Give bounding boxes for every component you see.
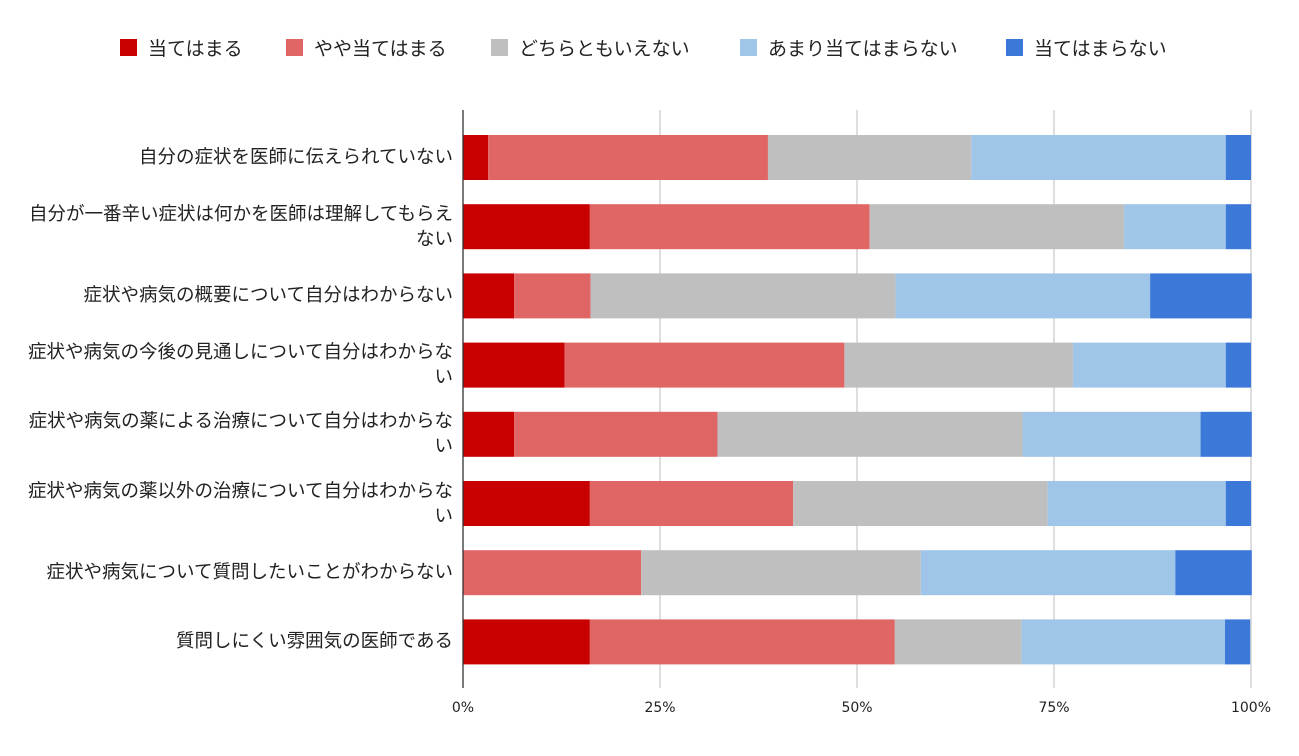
legend-item[interactable]: やや当てはまる xyxy=(286,30,447,64)
bar-segment[interactable] xyxy=(894,619,1022,665)
legend-swatch xyxy=(120,38,137,56)
bar-segment[interactable] xyxy=(1225,135,1251,180)
category-label: 質問しにくい雰囲気の医師である xyxy=(176,631,453,653)
bar-segment[interactable] xyxy=(1072,342,1226,388)
category-label: 症状や病気の概要について自分はわからない xyxy=(83,285,453,307)
bar-segment[interactable] xyxy=(793,481,1048,526)
bar-segment[interactable] xyxy=(920,550,1176,596)
x-tick-label: 75% xyxy=(1038,700,1070,716)
legend-item[interactable]: どちらともいえない xyxy=(491,30,690,64)
bar-segment[interactable] xyxy=(463,411,515,457)
bar-segment[interactable] xyxy=(514,273,591,319)
legend-label: どちらともいえない xyxy=(519,37,690,60)
bar-segment[interactable] xyxy=(1200,411,1252,457)
bar-segment[interactable] xyxy=(463,481,590,526)
bar-segment[interactable] xyxy=(1224,619,1251,665)
bar-segment[interactable] xyxy=(463,204,590,250)
category-label: 症状や病気について質問したいことがわからない xyxy=(46,562,453,584)
bar-segment[interactable] xyxy=(1021,619,1225,665)
bar-segment[interactable] xyxy=(564,342,845,388)
bar-segment[interactable] xyxy=(590,273,896,319)
bar-segment[interactable] xyxy=(589,619,895,665)
bar-segment[interactable] xyxy=(1225,342,1251,388)
legend-swatch xyxy=(491,38,508,56)
legend: 当てはまる やや当てはまる どちらともいえない あまり当てはまらない 当てはまら… xyxy=(0,30,1299,64)
bar-segment[interactable] xyxy=(514,411,718,457)
legend-swatch xyxy=(286,38,303,56)
legend-swatch xyxy=(1006,38,1023,56)
bar-segment[interactable] xyxy=(1047,481,1226,526)
legend-label: あまり当てはまらない xyxy=(768,37,958,60)
category-label: 症状や病気の薬以外の治療について自分はわからない xyxy=(28,480,453,527)
bar-segment[interactable] xyxy=(463,342,565,388)
category-label: 自分が一番辛い症状は何かを医師は理解してもらえない xyxy=(28,203,453,250)
bar-segment[interactable] xyxy=(589,481,794,526)
legend-label: 当てはまらない xyxy=(1034,37,1167,60)
category-label: 自分の症状を医師に伝えられていない xyxy=(139,147,453,168)
category-label: 症状や病気の今後の見通しについて自分はわからない xyxy=(28,342,453,389)
bar-segment[interactable] xyxy=(971,135,1226,180)
x-tick-label: 50% xyxy=(841,700,873,716)
bar-segment[interactable] xyxy=(767,135,972,180)
bar-segment[interactable] xyxy=(869,204,1125,250)
bar-segment[interactable] xyxy=(463,619,590,665)
legend-label: 当てはまる xyxy=(148,37,243,60)
x-tick-label: 100% xyxy=(1230,700,1272,716)
bar-segment[interactable] xyxy=(463,135,489,180)
category-label: 症状や病気の薬による治療について自分はわからない xyxy=(28,411,453,458)
legend-label: やや当てはまる xyxy=(314,37,447,60)
bar-segment[interactable] xyxy=(589,204,870,250)
bar-segment[interactable] xyxy=(1150,273,1252,319)
bar-segment[interactable] xyxy=(1124,204,1226,250)
bar-segment[interactable] xyxy=(1225,481,1251,526)
x-tick-label: 0% xyxy=(451,700,475,716)
bar-segment[interactable] xyxy=(463,273,515,319)
bar-segment[interactable] xyxy=(717,411,1023,457)
bar-segment[interactable] xyxy=(1225,204,1251,250)
bar-segment[interactable] xyxy=(844,342,1073,388)
legend-item[interactable]: 当てはまる xyxy=(120,30,243,64)
legend-item[interactable]: 当てはまらない xyxy=(1006,30,1167,64)
bar-segment[interactable] xyxy=(895,273,1151,319)
legend-item[interactable]: あまり当てはまらない xyxy=(740,30,958,64)
x-tick-label: 25% xyxy=(644,700,676,716)
bar-segment[interactable] xyxy=(1022,411,1201,457)
bar-segment[interactable] xyxy=(641,550,921,596)
bar-segment[interactable] xyxy=(1175,550,1252,596)
bar-segment[interactable] xyxy=(488,135,768,180)
bar-segment[interactable] xyxy=(463,550,642,596)
legend-swatch xyxy=(740,38,757,56)
